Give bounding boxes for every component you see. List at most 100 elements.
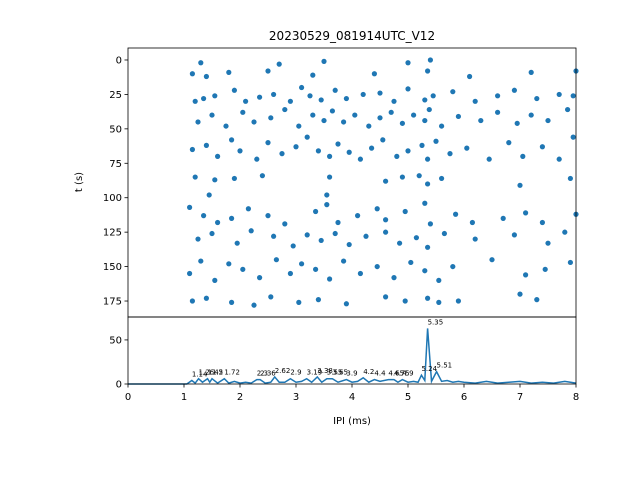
x-axis-label: IPI (ms) bbox=[333, 416, 371, 427]
scatter-point bbox=[523, 272, 529, 278]
scatter-point bbox=[271, 233, 277, 239]
scatter-point bbox=[189, 298, 195, 304]
scatter-point bbox=[248, 228, 254, 234]
scatter-point bbox=[304, 134, 310, 140]
scatter-point bbox=[327, 153, 333, 159]
scatter-point bbox=[195, 119, 201, 125]
scatter-point bbox=[257, 94, 263, 100]
x-tick-label: 3 bbox=[293, 392, 299, 403]
scatter-point bbox=[231, 87, 237, 93]
scatter-point bbox=[413, 235, 419, 241]
scatter-point bbox=[489, 257, 495, 263]
peak-label: 4.2 bbox=[363, 368, 374, 376]
peak-label: 3.38 bbox=[317, 367, 333, 375]
scatter-point bbox=[511, 232, 517, 238]
scatter-point bbox=[425, 295, 431, 301]
scatter-point bbox=[422, 97, 428, 103]
scatter-point bbox=[534, 95, 540, 102]
x-tick-label: 7 bbox=[517, 392, 523, 403]
y-tick-label: 0 bbox=[116, 55, 122, 66]
scatter-point bbox=[299, 261, 305, 267]
scatter-point bbox=[346, 149, 352, 155]
scatter-point bbox=[273, 257, 279, 263]
scatter-point bbox=[455, 298, 461, 304]
scatter-point bbox=[332, 87, 338, 93]
y-tick-label: 25 bbox=[109, 90, 122, 101]
scatter-point bbox=[327, 174, 333, 180]
scatter-point bbox=[307, 93, 313, 99]
scatter-point bbox=[346, 241, 352, 248]
scatter-point bbox=[240, 266, 246, 272]
scatter-point bbox=[229, 137, 235, 143]
scatter-point bbox=[374, 206, 380, 212]
scatter-point bbox=[556, 156, 562, 162]
x-tick-label: 0 bbox=[125, 392, 131, 403]
scatter-point bbox=[189, 146, 195, 153]
y-tick-label: 0 bbox=[116, 380, 122, 391]
scatter-point bbox=[570, 93, 576, 99]
scatter-point bbox=[391, 275, 397, 281]
scatter-point bbox=[324, 202, 330, 208]
peak-label: 4.65 bbox=[388, 370, 404, 378]
scatter-point bbox=[357, 270, 363, 277]
scatter-point bbox=[290, 243, 296, 249]
y-axis-label: t (s) bbox=[74, 172, 85, 192]
scatter-point bbox=[383, 229, 389, 235]
scatter-point bbox=[514, 120, 520, 126]
scatter-point bbox=[539, 219, 546, 226]
scatter-point bbox=[517, 182, 523, 188]
peak-label: 5.51 bbox=[437, 362, 453, 370]
x-tick-label: 6 bbox=[461, 392, 467, 403]
scatter-point bbox=[467, 73, 473, 80]
y-tick-label: 100 bbox=[103, 193, 122, 204]
scatter-point bbox=[455, 113, 461, 120]
scatter-point bbox=[243, 98, 249, 104]
scatter-point bbox=[282, 221, 288, 227]
scatter-point bbox=[539, 144, 546, 150]
scatter-point bbox=[310, 72, 316, 78]
scatter-point bbox=[453, 211, 459, 217]
scatter-point bbox=[257, 275, 263, 281]
scatter-point bbox=[268, 115, 274, 121]
scatter-point bbox=[212, 93, 218, 99]
scatter-point bbox=[464, 145, 470, 151]
scatter-point bbox=[511, 87, 517, 93]
scatter-point bbox=[192, 174, 198, 180]
scatter-point bbox=[363, 233, 369, 239]
x-tick-label: 8 bbox=[573, 392, 579, 403]
scatter-point bbox=[265, 213, 271, 219]
scatter-point bbox=[259, 173, 265, 179]
peak-label: 1.72 bbox=[224, 369, 240, 377]
scatter-point bbox=[388, 109, 394, 115]
scatter-point bbox=[565, 106, 571, 113]
scatter-point bbox=[203, 142, 209, 148]
scatter-point bbox=[203, 295, 209, 301]
scatter-point bbox=[402, 298, 408, 304]
scatter-point bbox=[245, 206, 251, 212]
scatter-point bbox=[265, 140, 271, 146]
scatter-point bbox=[472, 236, 478, 242]
scatter-point bbox=[450, 89, 456, 95]
peak-label: 5.35 bbox=[428, 318, 444, 326]
peak-label: 3.19 bbox=[307, 369, 323, 377]
scatter-point bbox=[265, 68, 271, 74]
scatter-point bbox=[341, 119, 347, 125]
scatter-point bbox=[380, 137, 386, 143]
scatter-point bbox=[215, 219, 221, 226]
scatter-point bbox=[383, 217, 389, 223]
scatter-point bbox=[287, 270, 293, 277]
scatter-point bbox=[405, 60, 411, 66]
scatter-point bbox=[425, 244, 431, 250]
scatter-point bbox=[201, 213, 207, 219]
scatter-point bbox=[198, 258, 204, 264]
scatter-point bbox=[321, 58, 327, 64]
scatter-point bbox=[315, 148, 321, 154]
scatter-point bbox=[234, 240, 240, 246]
scatter-point bbox=[293, 144, 299, 150]
scatter-point bbox=[422, 268, 428, 274]
scatter-point bbox=[279, 151, 285, 157]
y-tick-label: 150 bbox=[103, 262, 122, 273]
scatter-point bbox=[506, 140, 512, 146]
x-tick-label: 5 bbox=[405, 392, 411, 403]
